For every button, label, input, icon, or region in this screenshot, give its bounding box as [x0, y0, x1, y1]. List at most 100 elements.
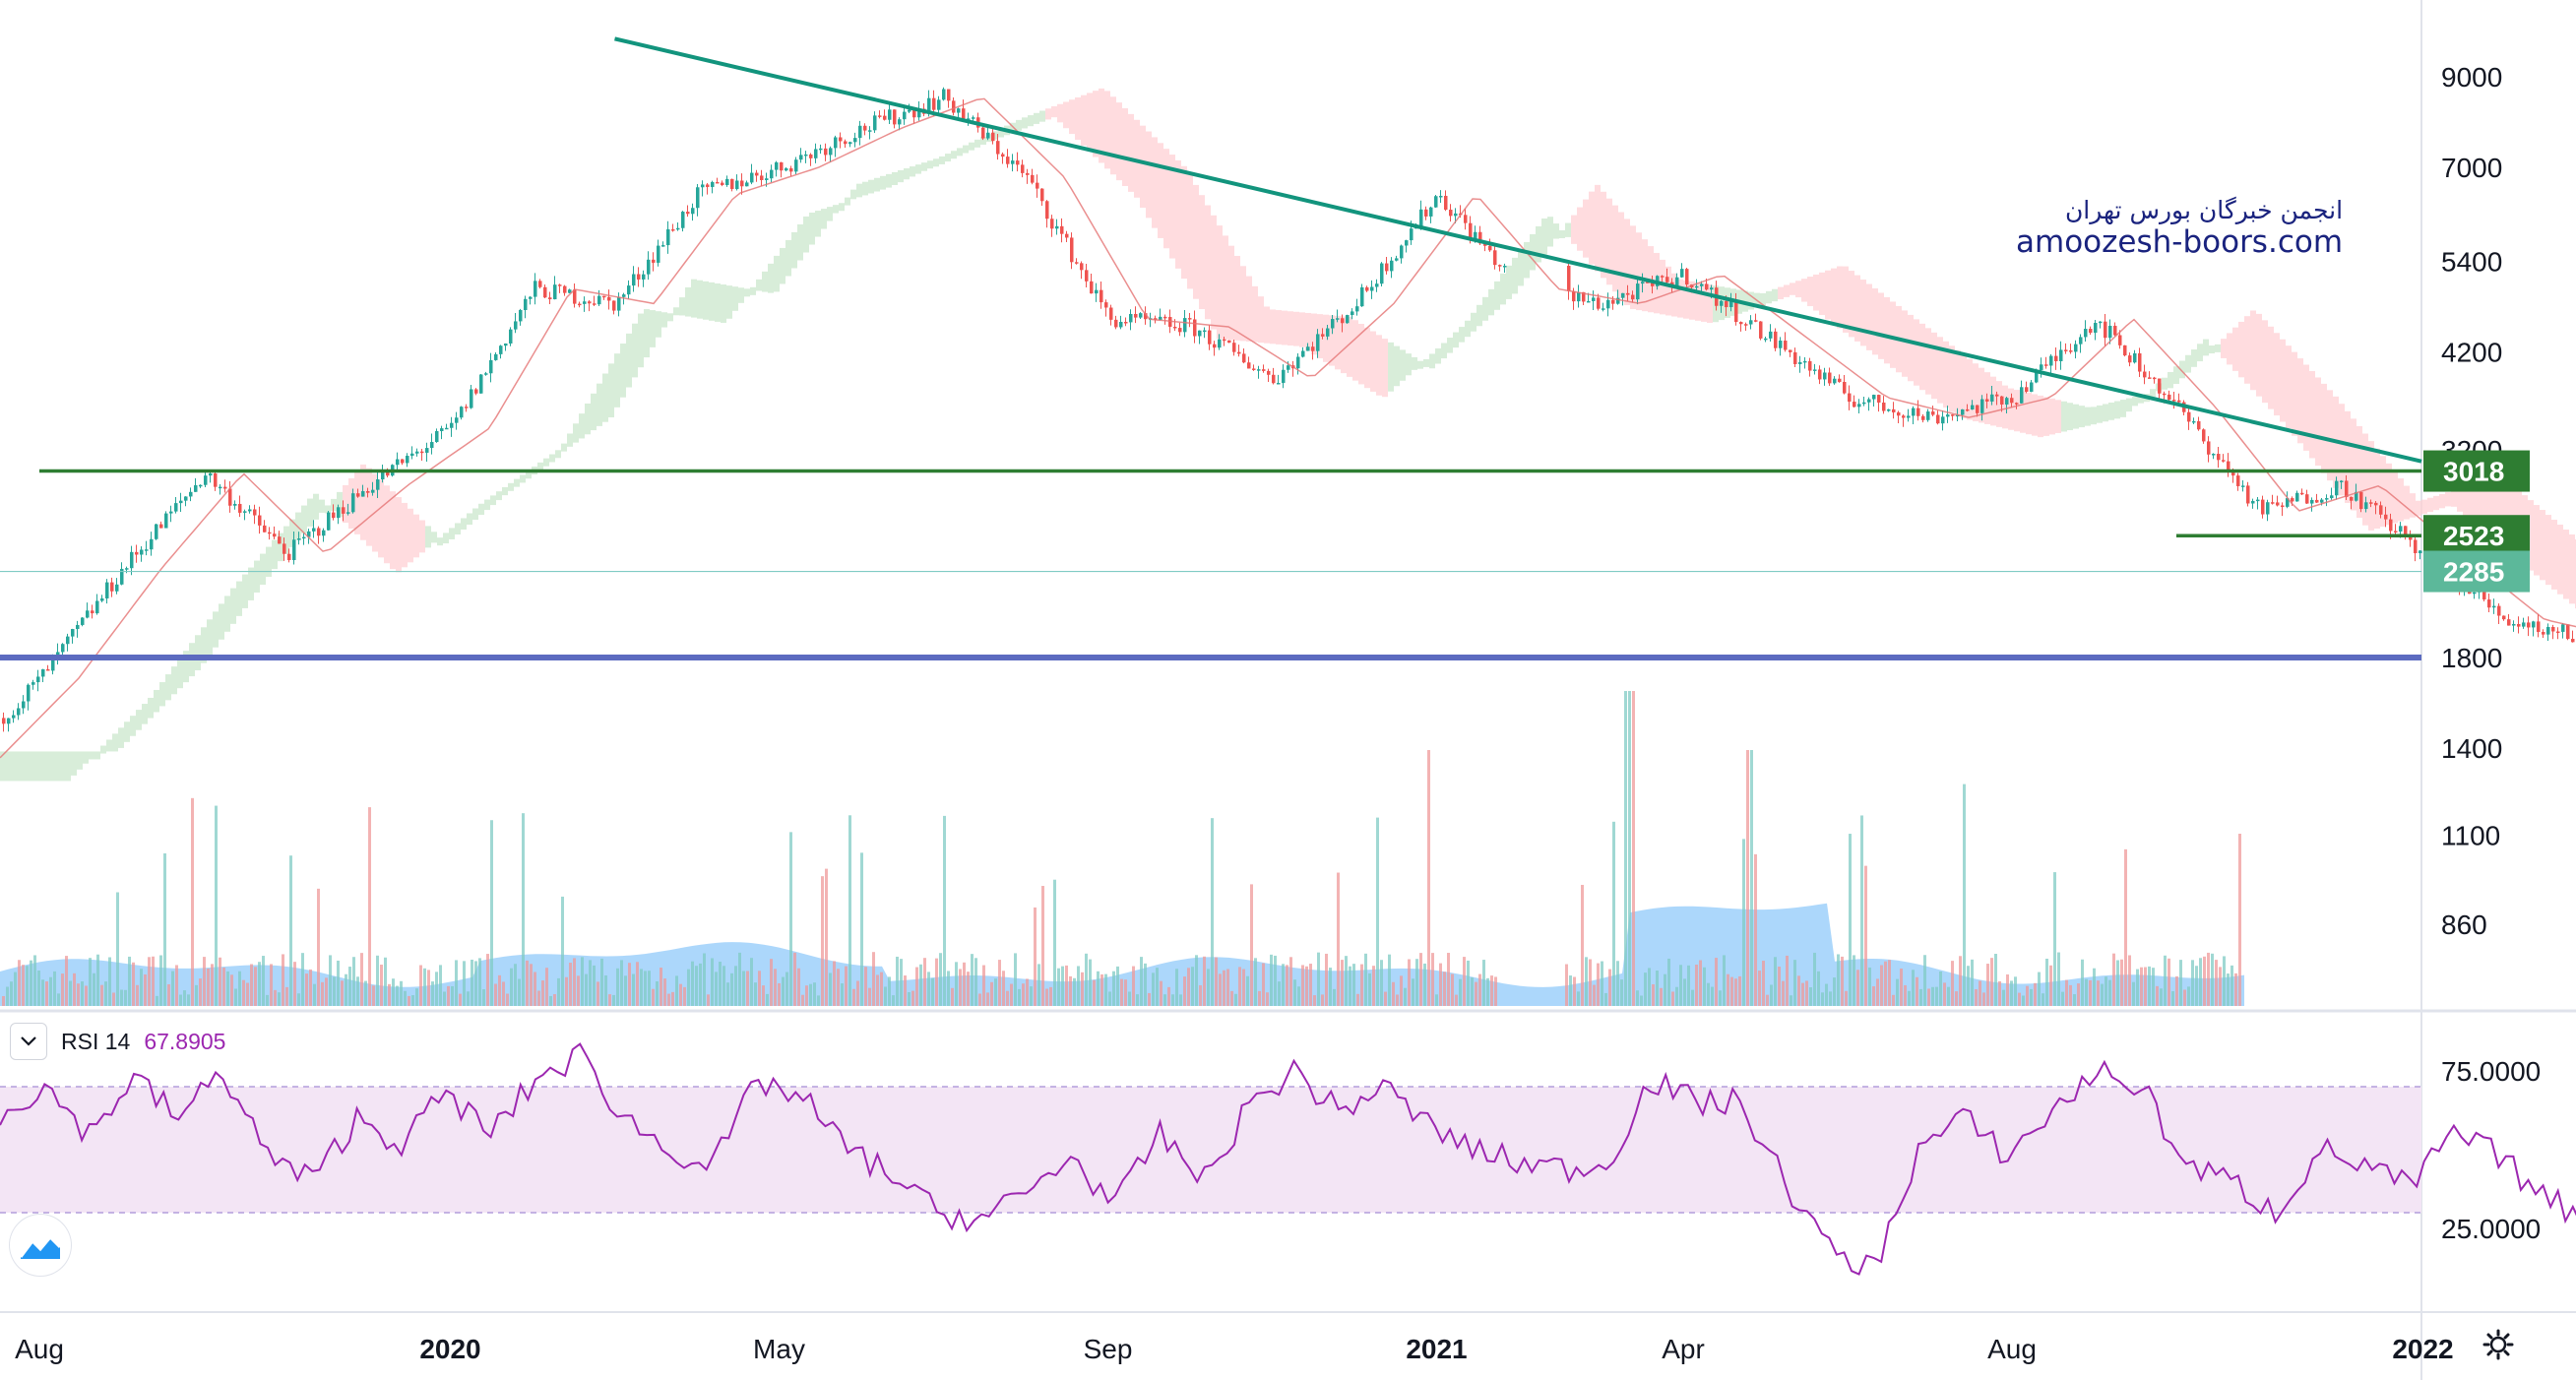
- volume-bar: [1656, 971, 1659, 1006]
- volume-bar: [1297, 986, 1300, 1006]
- volume-bar: [1148, 992, 1151, 1006]
- volume-bar: [1935, 986, 1938, 1006]
- volume-bar: [1097, 971, 1100, 1006]
- volume-bar: [2120, 959, 2123, 1006]
- candle-body: [1410, 228, 1414, 241]
- candle-body: [627, 285, 631, 295]
- candle-body: [1060, 225, 1064, 234]
- candle-body: [942, 89, 946, 100]
- volume-bar: [1679, 965, 1682, 1006]
- volume-bar: [423, 968, 426, 1006]
- cloud-slice: [24, 751, 30, 782]
- volume-bar: [703, 953, 706, 1006]
- candle-body: [2355, 491, 2358, 501]
- cloud-slice: [171, 666, 177, 695]
- candle-body: [1976, 405, 1979, 413]
- volume-bar: [447, 985, 450, 1006]
- volume-bar: [1325, 953, 1328, 1006]
- cloud-slice: [2410, 493, 2416, 518]
- volume-bar: [841, 983, 844, 1006]
- candle-body: [155, 524, 158, 539]
- watermark-persian: انجمن خبرگان بورس تهران: [2064, 196, 2344, 224]
- candle-body: [2384, 514, 2388, 520]
- cloud-slice: [319, 499, 325, 513]
- volume-bar: [2069, 984, 2072, 1006]
- volume-bar: [1321, 994, 1324, 1006]
- cloud-slice: [461, 518, 467, 530]
- volume-bar: [518, 978, 521, 1006]
- volume-bar: [368, 807, 371, 1006]
- chevron-down-icon[interactable]: [10, 1023, 47, 1060]
- volume-bar: [1372, 966, 1375, 1006]
- volume-bar: [1006, 990, 1009, 1006]
- volume-bar: [498, 974, 501, 1006]
- volume-bar: [569, 963, 572, 1006]
- volume-bar: [1778, 967, 1781, 1006]
- cloud-slice: [2061, 401, 2067, 432]
- cloud-slice: [1831, 268, 1837, 324]
- volume-bar: [868, 987, 871, 1006]
- volume-bar: [1199, 985, 1202, 1006]
- cloud-slice: [1417, 360, 1423, 369]
- volume-bar: [762, 985, 765, 1006]
- cloud-slice: [2463, 486, 2469, 517]
- price-tick-label: 4200: [2441, 337, 2502, 367]
- cloud-slice: [2327, 390, 2333, 481]
- candle-body: [2108, 325, 2112, 339]
- candle-body: [1887, 408, 1891, 411]
- cloud-slice: [1057, 103, 1063, 123]
- volume-bar: [537, 990, 540, 1006]
- candle-body: [1104, 302, 1108, 308]
- cloud-slice: [750, 286, 756, 295]
- cloud-slice: [980, 136, 986, 145]
- cloud-slice: [1081, 94, 1087, 146]
- tradingview-logo-icon[interactable]: [10, 1215, 71, 1276]
- candle-body: [238, 503, 242, 513]
- candle-body: [2222, 460, 2226, 462]
- cloud-slice: [1872, 288, 1878, 355]
- cloud-slice: [1884, 296, 1890, 364]
- candle-body: [1611, 299, 1615, 304]
- volume-bar: [2195, 966, 2198, 1006]
- cloud-slice: [337, 491, 343, 518]
- cloud-slice: [248, 567, 254, 600]
- candle-body: [1213, 344, 1217, 348]
- volume-bar: [1266, 992, 1269, 1006]
- cloud-slice: [1837, 266, 1843, 329]
- volume-bar: [1845, 990, 1848, 1006]
- candle-body: [1375, 283, 1379, 287]
- cloud-slice: [1707, 284, 1713, 323]
- volume-bar: [65, 956, 68, 1006]
- candle-body: [1055, 225, 1059, 229]
- volume-bar: [1002, 971, 1005, 1006]
- cloud-slice: [53, 751, 59, 782]
- candle-body: [1971, 405, 1975, 410]
- candle-body: [1882, 402, 1886, 411]
- candle-body: [1700, 283, 1704, 286]
- volume-bar: [1085, 953, 1088, 1006]
- drawn-lines[interactable]: [0, 36, 2422, 660]
- cloud-slice: [543, 458, 549, 467]
- volume-bar: [1786, 955, 1789, 1006]
- cloud-slice: [1264, 306, 1270, 344]
- volume-bar: [900, 959, 903, 1006]
- cloud-slice: [408, 508, 413, 563]
- volume-bar: [1601, 961, 1603, 1006]
- volume-bar: [1223, 970, 1225, 1006]
- gear-icon[interactable]: [2479, 1325, 2518, 1364]
- cloud-slice: [496, 491, 502, 501]
- volume-bar: [2022, 995, 2025, 1006]
- volume-bar: [1349, 966, 1351, 1006]
- volume-bar: [463, 961, 466, 1006]
- candle-body: [1725, 300, 1728, 308]
- volume-bar: [1478, 973, 1481, 1006]
- volume-bar: [809, 983, 812, 1006]
- volume-bar: [821, 876, 824, 1006]
- candle-body: [150, 538, 154, 550]
- candle-body: [2246, 485, 2250, 504]
- volume-bar: [1943, 982, 1946, 1006]
- volume-bar: [1998, 980, 2001, 1006]
- cloud-slice: [638, 313, 644, 368]
- candle-body: [2030, 382, 2034, 392]
